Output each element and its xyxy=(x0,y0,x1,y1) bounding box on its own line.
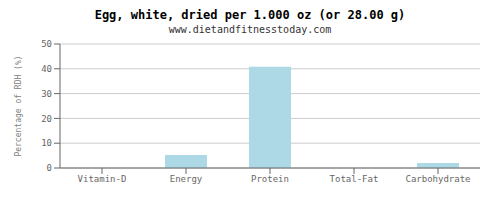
svg-text:10: 10 xyxy=(41,138,52,148)
svg-text:20: 20 xyxy=(41,114,52,124)
svg-text:Carbohydrate: Carbohydrate xyxy=(405,174,470,184)
html-text:www.dietandfitnesstoday.com: www.dietandfitnesstoday.com xyxy=(168,24,332,35)
svg-text:0: 0 xyxy=(47,163,52,173)
html-text:Egg, white, dried per 1.000 oz: Egg, white, dried per 1.000 oz (or 28.00… xyxy=(94,8,406,22)
svg-text:Percentage of RDH (%): Percentage of RDH (%) xyxy=(14,55,23,156)
svg-text:Vitamin-D: Vitamin-D xyxy=(78,174,127,184)
svg-text:40: 40 xyxy=(41,64,52,74)
svg-text:Energy: Energy xyxy=(170,174,203,184)
svg-text:Total-Fat: Total-Fat xyxy=(330,174,379,184)
svg-text:30: 30 xyxy=(41,89,52,99)
svg-text:Protein: Protein xyxy=(251,174,289,184)
svg-text:50: 50 xyxy=(41,39,52,49)
